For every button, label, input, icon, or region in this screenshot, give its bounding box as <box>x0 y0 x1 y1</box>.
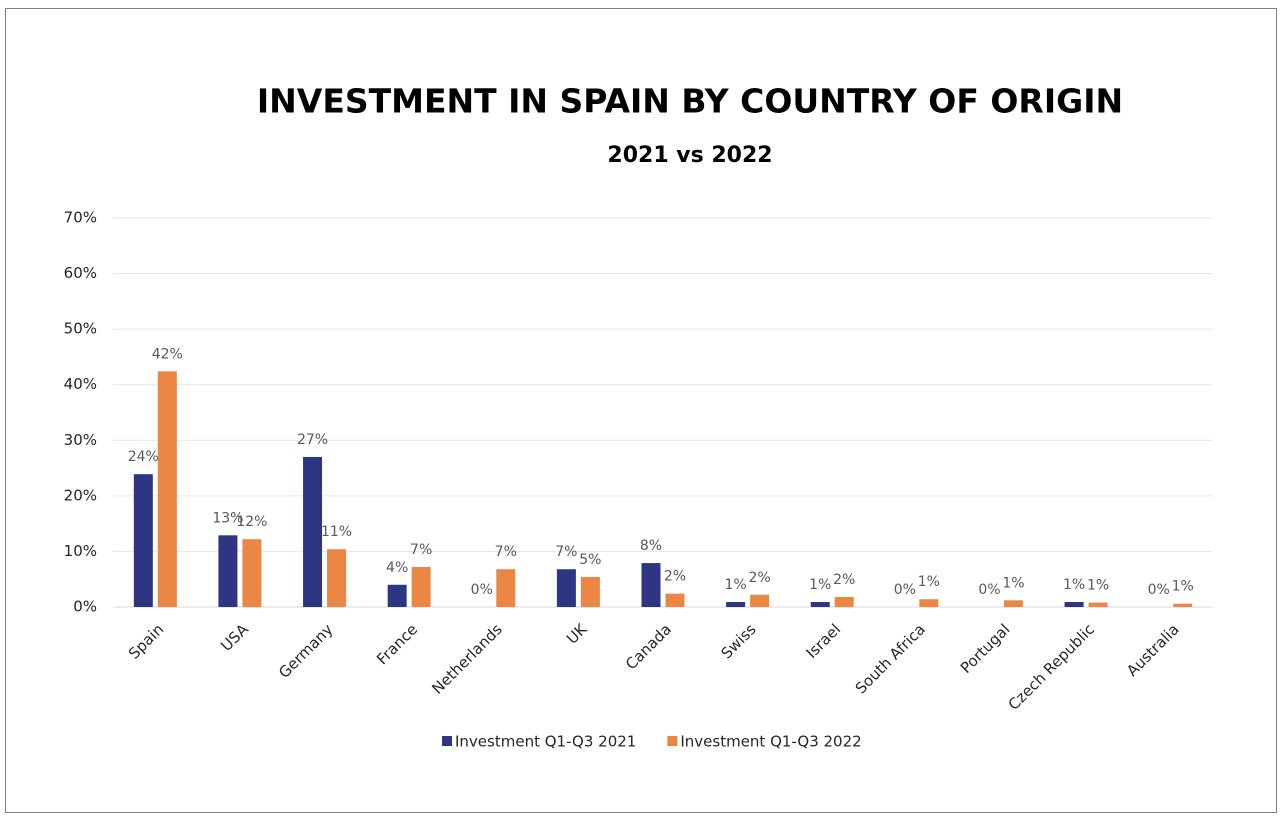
bar <box>665 593 685 607</box>
bar <box>496 569 516 607</box>
legend-label: Investment Q1-Q3 2021 <box>455 733 636 751</box>
value-label: 1% <box>1087 578 1109 594</box>
bar <box>810 601 830 607</box>
bar <box>750 594 770 607</box>
bar <box>726 601 746 607</box>
value-label: 11% <box>321 524 352 540</box>
legend-label: Investment Q1-Q3 2022 <box>680 733 861 751</box>
value-label: 4% <box>386 560 408 576</box>
value-label: 1% <box>1172 579 1194 595</box>
value-label: 1% <box>1002 575 1024 591</box>
bar <box>556 569 576 607</box>
bar <box>387 584 407 607</box>
bar <box>133 474 153 607</box>
legend-swatch <box>667 736 678 746</box>
value-label: 0% <box>471 582 493 598</box>
legend-swatch <box>442 736 452 746</box>
y-tick-label: 10% <box>64 542 97 560</box>
value-label: 1% <box>918 574 940 590</box>
bar <box>834 596 854 607</box>
value-label: 1% <box>725 577 747 593</box>
y-tick-label: 30% <box>64 431 97 449</box>
y-tick-label: 20% <box>64 486 97 504</box>
bar <box>303 456 323 607</box>
value-label: 42% <box>152 346 183 362</box>
y-tick-label: 70% <box>64 209 97 227</box>
bar <box>218 535 238 607</box>
value-label: 27% <box>297 432 328 448</box>
bar <box>641 563 661 607</box>
value-label: 12% <box>236 514 267 530</box>
bar <box>242 539 262 607</box>
bar <box>411 566 431 607</box>
value-label: 13% <box>212 510 243 526</box>
bar <box>1088 602 1108 607</box>
value-label: 2% <box>749 570 771 586</box>
bar <box>1064 601 1084 607</box>
chart-subtitle: 2021 vs 2022 <box>607 143 772 168</box>
bar <box>919 599 939 607</box>
value-label: 24% <box>128 449 159 465</box>
bar <box>1173 603 1193 607</box>
bar <box>1003 600 1023 607</box>
bar <box>157 371 177 607</box>
value-label: 0% <box>894 582 916 598</box>
value-label: 7% <box>555 544 577 560</box>
value-label: 1% <box>1063 577 1085 593</box>
y-tick-label: 60% <box>64 264 97 282</box>
value-label: 7% <box>410 542 432 558</box>
value-label: 2% <box>664 569 686 585</box>
value-label: 0% <box>978 582 1000 598</box>
bar <box>580 576 600 607</box>
y-tick-label: 50% <box>64 320 97 338</box>
y-tick-label: 40% <box>64 375 97 393</box>
value-label: 2% <box>833 572 855 588</box>
value-label: 7% <box>495 544 517 560</box>
value-label: 5% <box>579 552 601 568</box>
value-label: 1% <box>809 577 831 593</box>
chart-border <box>5 8 1277 813</box>
value-label: 0% <box>1148 582 1170 598</box>
bar <box>327 549 347 607</box>
chart-title: INVESTMENT IN SPAIN BY COUNTRY OF ORIGIN <box>257 82 1123 121</box>
y-tick-label: 0% <box>73 598 97 616</box>
value-label: 8% <box>640 538 662 554</box>
